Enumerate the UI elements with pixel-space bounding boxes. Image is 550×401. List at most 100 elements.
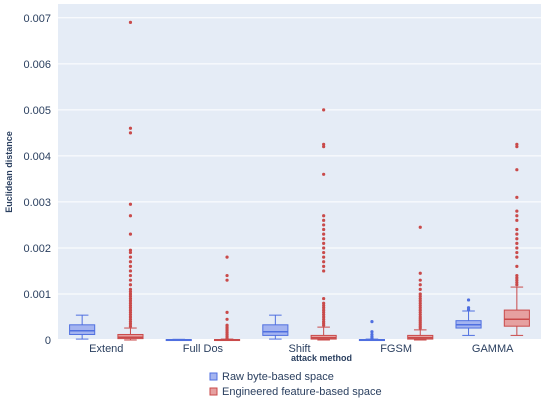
outlier-point [225,255,229,259]
outlier-point [370,332,374,337]
outlier-point [418,287,422,291]
outlier-point [322,317,326,321]
series-raw-byte [69,298,482,342]
outlier-point [128,264,133,268]
outlier-point [128,287,133,291]
outlier-point [418,310,422,314]
outlier-point [225,273,229,278]
box [213,255,241,342]
outlier-point [322,301,326,305]
outlier-point [128,248,133,252]
outlier-point [128,319,133,324]
outlier-point [418,315,422,319]
outlier-point [515,209,519,213]
outlier-point [515,227,519,232]
outlier-point [128,255,133,259]
y-tick-label: 0.006 [23,59,51,71]
outlier-point [515,145,519,149]
outlier-point [128,283,133,287]
x-axis-ticks: Extend Full Dos Shift FGSM GAMMA [89,343,514,355]
outlier-point [418,292,422,296]
outlier-point [128,317,133,321]
outlier-point [128,299,133,303]
outlier-point [515,218,519,222]
outlier-point [322,223,326,227]
outlier-point [515,283,519,287]
box-iqr [503,309,530,327]
outlier-point [128,273,133,278]
outlier-point [128,308,133,312]
outlier-point [225,310,229,314]
outlier-point [418,306,422,310]
outlier-point [225,278,229,282]
box [117,20,144,341]
outlier-point [515,250,519,255]
outlier-point [515,237,519,241]
outlier-point [128,294,133,298]
legend-swatch [209,387,218,396]
outlier-point [466,306,471,310]
outlier-point [322,306,326,310]
outlier-point [128,310,133,314]
outlier-point [322,227,326,232]
outlier-point [225,323,229,327]
outlier-point [418,296,422,301]
outlier-point [515,278,519,282]
outlier-point [370,319,374,324]
outlier-point [322,319,326,324]
outlier-point [322,310,326,314]
legend: Raw byte-based space Engineered feature-b… [209,371,382,398]
outlier-point [515,280,519,285]
legend-swatch [209,372,218,381]
box [503,142,530,336]
outlier-point [515,241,519,245]
y-tick-label: 0 [45,335,51,347]
outlier-point [515,255,519,259]
outlier-point [418,303,422,308]
y-tick-label: 0.002 [23,243,51,255]
series-engineered-feature [117,20,530,342]
x-tick-label: FGSM [380,343,412,355]
outlier-point [322,142,326,146]
outlier-point [128,232,133,236]
outlier-point [128,313,133,317]
outlier-point [128,260,133,264]
outlier-point [322,315,326,319]
legend-label: Engineered feature-based space [222,386,382,398]
legend-label: Raw byte-based space [222,371,334,383]
box-iqr [69,324,96,335]
y-tick-label: 0.005 [23,105,51,117]
outlier-point [322,232,326,236]
outlier-point [322,255,326,259]
y-tick-label: 0.004 [23,151,51,163]
box-iqr [262,324,289,336]
box [69,314,96,340]
outlier-point [322,237,326,241]
box [455,298,482,336]
outlier-point [418,283,422,287]
x-tick-label: Full Dos [183,343,224,355]
outlier-point [370,330,374,334]
outlier-point [128,202,133,206]
outlier-point [515,246,519,250]
box [262,314,289,340]
outlier-point [418,313,422,317]
outlier-point [128,306,133,310]
outlier-point [322,246,326,250]
outlier-point [515,232,519,236]
outlier-point [128,315,133,319]
box [310,108,337,341]
outlier-point [322,313,326,317]
plot-background [58,4,541,340]
outlier-point [418,294,422,298]
outlier-point [418,278,422,282]
outlier-point [515,276,519,280]
outlier-point [128,214,133,218]
outlier-point [128,290,133,294]
outlier-point [128,324,133,328]
outlier-point [128,292,133,296]
outlier-point [418,225,422,229]
outlier-point [418,299,422,303]
outlier-point [128,303,133,308]
